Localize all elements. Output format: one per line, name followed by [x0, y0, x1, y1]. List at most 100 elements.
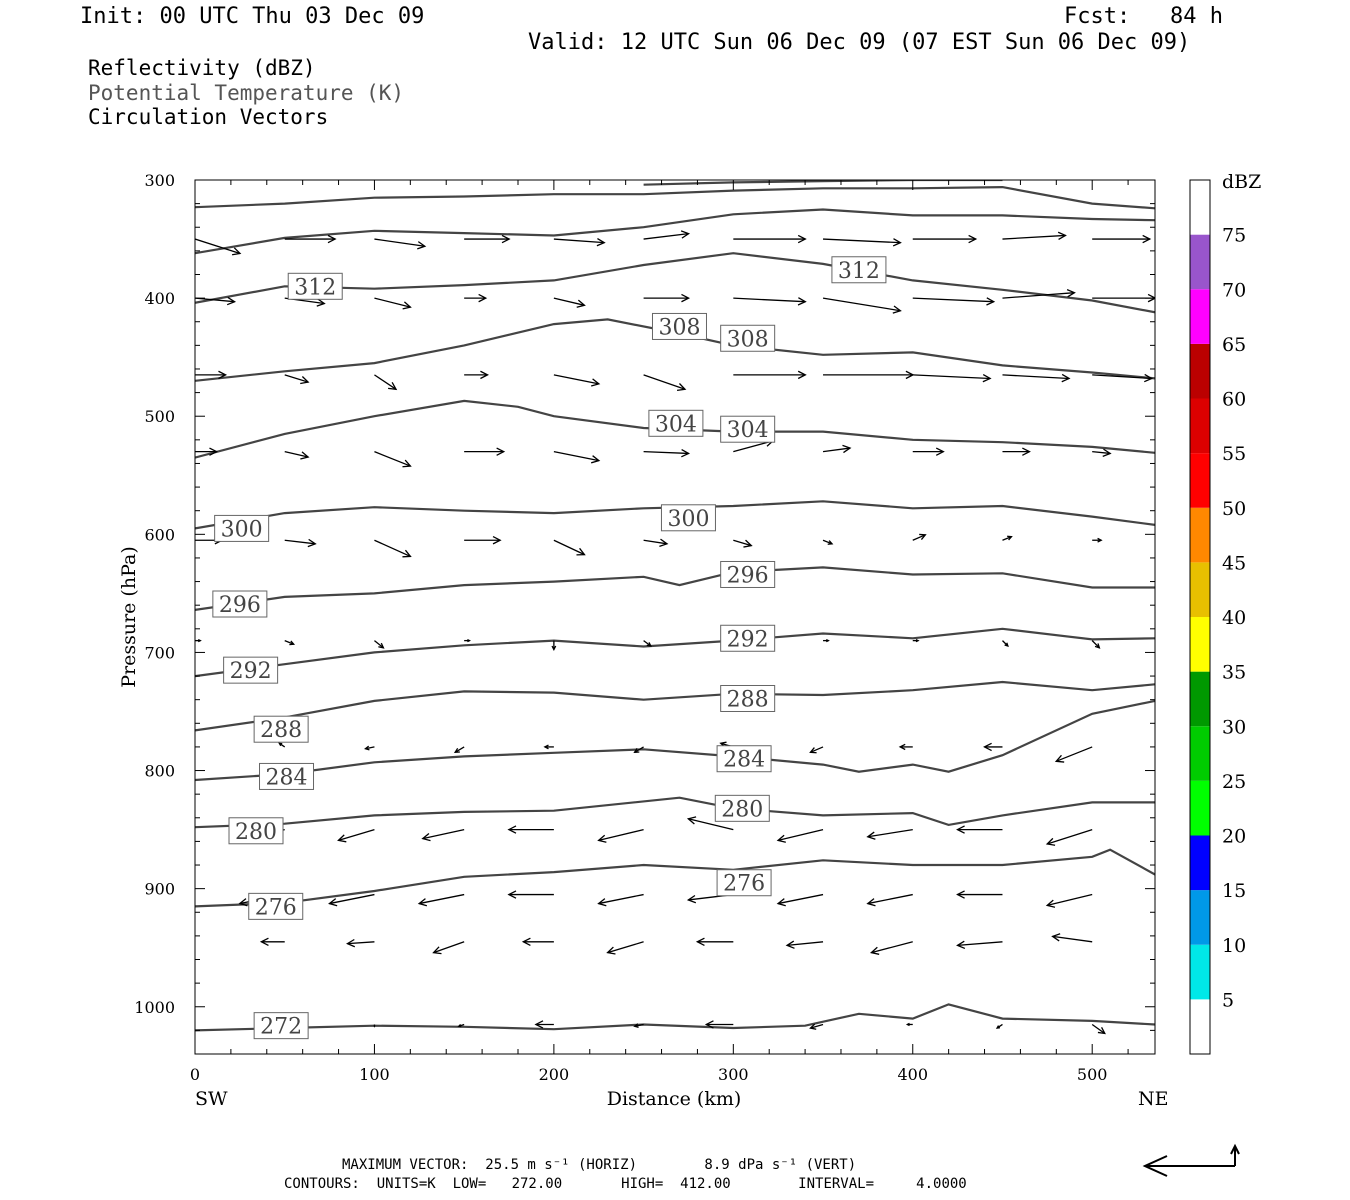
colorbar-swatch	[1190, 507, 1210, 563]
y-tick-label: 1000	[134, 998, 175, 1017]
reflectivity-colorbar: 5 10 15 20 25 30 35 40 45 50 55 60 65 70 75	[1189, 179, 1246, 1055]
wind-vector	[869, 941, 913, 955]
wind-vector	[507, 890, 554, 899]
wind-vector	[1002, 535, 1013, 541]
wind-vector	[457, 1023, 465, 1028]
wind-vector	[597, 893, 644, 907]
contour-label-box	[223, 656, 279, 684]
colorbar-label: 35	[1222, 662, 1246, 684]
wind-vector	[823, 370, 915, 380]
wind-vector	[905, 1022, 913, 1027]
reference-vector	[1142, 1143, 1240, 1177]
wind-vector	[284, 374, 310, 385]
wind-vector	[822, 539, 834, 545]
x-tick-label: 200	[539, 1065, 570, 1084]
wind-vector	[553, 237, 606, 247]
wind-vector	[912, 447, 945, 456]
colorbar-swatch	[1190, 562, 1210, 617]
wind-vector	[553, 451, 601, 464]
y-axis-label: Pressure (hPa)	[118, 546, 140, 688]
wind-vector	[553, 539, 586, 556]
contour-label: 284	[723, 748, 765, 773]
wind-vector	[1002, 640, 1009, 648]
wind-vector	[284, 538, 317, 548]
wind-vector	[776, 828, 824, 843]
contour-label: 276	[255, 895, 297, 920]
wind-vector	[1002, 289, 1076, 299]
contour-label: 284	[266, 765, 308, 790]
contour-284	[195, 699, 1155, 782]
contour-label: 308	[658, 315, 700, 340]
wind-vector	[464, 447, 506, 456]
field-circulation-vectors: Circulation Vectors	[88, 105, 329, 129]
wind-vector	[374, 238, 427, 250]
wind-vector	[464, 370, 489, 380]
wind-vector	[823, 638, 830, 643]
contour-label-box	[287, 272, 343, 300]
forecast-hour: Fcst: 84 h	[1064, 4, 1223, 29]
theta-contours	[195, 180, 1155, 1032]
wind-vector	[633, 746, 644, 754]
wind-vector	[417, 893, 465, 907]
wind-vector	[195, 370, 228, 380]
colorbar-label: 15	[1222, 880, 1246, 902]
wind-vector	[1092, 537, 1103, 543]
colorbar-units: dBZ	[1222, 171, 1261, 193]
wind-vector	[633, 1023, 644, 1029]
max-vector-note: MAXIMUM VECTOR: 25.5 m s⁻¹ (HORIZ) 8.9 d…	[342, 1157, 857, 1173]
wind-vector	[464, 293, 488, 303]
wind-vector	[643, 640, 652, 647]
wind-vector	[259, 937, 285, 947]
wind-vector	[1054, 746, 1093, 763]
colorbar-label: 55	[1222, 443, 1246, 465]
contour-label: 288	[260, 718, 302, 743]
wind-vector	[956, 940, 1003, 950]
wind-vector	[1092, 293, 1155, 303]
wind-vector	[195, 638, 202, 643]
valid-time: Valid: 12 UTC Sun 06 Dec 09 (07 EST Sun …	[528, 30, 1191, 55]
wind-vector	[606, 941, 644, 955]
wind-vector	[374, 374, 398, 391]
wind-vector	[733, 297, 807, 306]
contour-label-box	[259, 762, 315, 790]
colorbar-swatch	[1190, 835, 1210, 891]
contours-note: CONTOURS: UNITS=K LOW= 272.00 HIGH= 412.…	[284, 1176, 967, 1192]
wind-vector	[1002, 231, 1067, 241]
contour-label: 280	[235, 820, 277, 845]
colorbar-label: 30	[1222, 716, 1246, 738]
contour-label-box	[228, 817, 284, 845]
wind-vector	[776, 893, 824, 907]
wind-vector	[866, 893, 913, 907]
colorbar-swatch	[1190, 671, 1210, 727]
contour-label-box	[831, 256, 887, 284]
wind-vector	[912, 533, 927, 541]
contour-label-box	[720, 624, 776, 652]
contour-296	[195, 566, 1155, 611]
contour-label: 304	[655, 412, 697, 437]
colorbar-swatch	[1190, 398, 1210, 454]
wind-vector	[1092, 373, 1154, 383]
wind-vector	[278, 742, 286, 748]
wind-vector	[195, 941, 196, 943]
colorbar-swatch	[1190, 944, 1210, 1000]
x-tick-label: 100	[359, 1065, 390, 1084]
wind-vector	[809, 746, 824, 754]
contour-label-box	[716, 869, 772, 897]
wind-vector	[956, 825, 1003, 834]
colorbar-swatch	[1190, 289, 1210, 344]
x-tick-label: 300	[718, 1065, 749, 1084]
colorbar-label: 20	[1222, 826, 1246, 848]
wind-vector	[421, 828, 465, 842]
contour-label-box	[253, 1012, 309, 1040]
wind-vector	[809, 1023, 824, 1030]
wind-vector	[822, 444, 852, 454]
contour-label: 272	[260, 1015, 302, 1040]
wind-vector	[1045, 893, 1093, 908]
wind-vector	[597, 828, 644, 843]
wind-vector	[1002, 447, 1031, 456]
ne-label: NE	[1138, 1088, 1169, 1110]
wind-vector	[912, 373, 992, 383]
wind-vector	[364, 745, 375, 751]
colorbar-label: 25	[1222, 771, 1246, 793]
